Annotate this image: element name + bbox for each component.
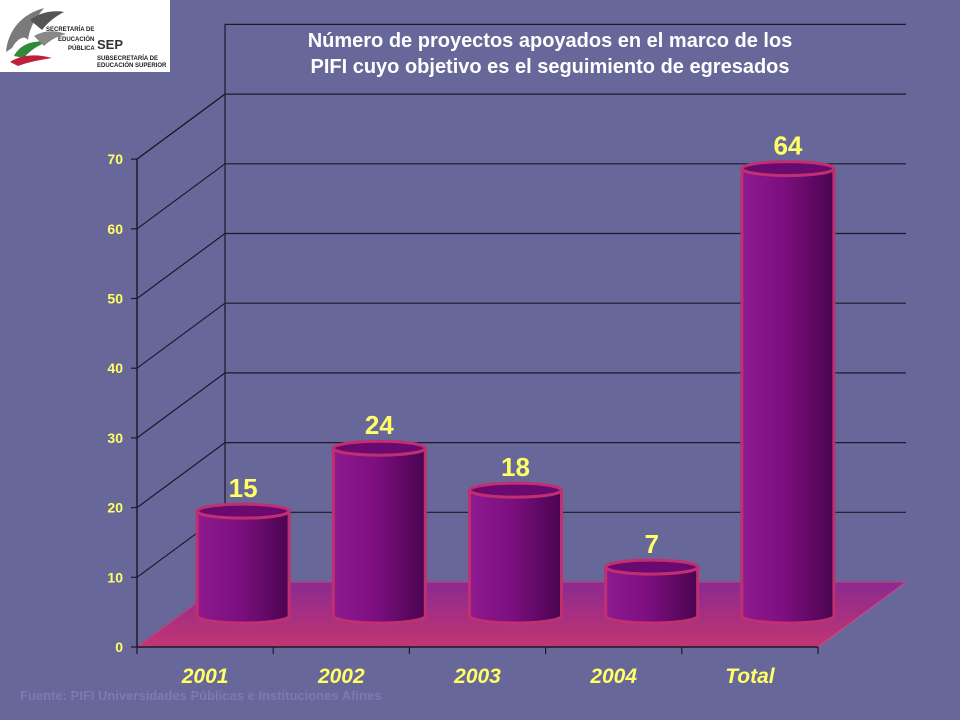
bar-Total xyxy=(740,160,836,625)
bar-top xyxy=(604,558,700,576)
bar-2004 xyxy=(604,558,700,625)
y-tick-label: 70 xyxy=(107,151,123,167)
labels: 15 2001 24 2002 18 2003 7 2004 64 Total xyxy=(181,131,803,688)
logo-line2: EDUCACIÓN xyxy=(58,37,95,43)
grid-diagonal xyxy=(136,233,226,299)
logo-sep: SEP xyxy=(97,37,124,52)
y-tick-label: 20 xyxy=(107,500,123,516)
axes: 0 10 20 30 40 50 60 70 xyxy=(107,151,819,655)
chart-title: Número de proyectos apoyados en el marco… xyxy=(200,28,900,80)
y-tick-label: 50 xyxy=(107,291,123,307)
value-label: 15 xyxy=(229,473,258,503)
title-line-1: Número de proyectos apoyados en el marco… xyxy=(307,30,793,52)
bar-top xyxy=(195,502,291,520)
grid-diagonal xyxy=(136,372,226,439)
logo-sub2: EDUCACIÓN SUPERIOR xyxy=(97,63,167,69)
x-tick-label: 2001 xyxy=(181,665,229,688)
source-note: Fuente: PIFI Universidades Públicas e In… xyxy=(20,688,382,703)
eagle-emblem-icon xyxy=(6,8,66,66)
y-tick-label: 60 xyxy=(107,221,123,237)
bar-body xyxy=(331,446,427,625)
y-tick-label: 0 xyxy=(115,639,123,655)
bars xyxy=(195,160,836,625)
logo-line1: SECRETARÍA DE xyxy=(46,27,95,33)
x-tick-label: 2004 xyxy=(589,665,637,688)
bar-2003 xyxy=(468,481,563,625)
logo-line3: PÚBLICA xyxy=(68,46,95,52)
logo-sub1: SUBSECRETARÍA DE xyxy=(97,56,159,62)
bar-top xyxy=(468,481,563,499)
y-tick-label: 30 xyxy=(107,430,123,446)
x-tick-label: 2002 xyxy=(317,665,365,688)
x-tick-label: Total xyxy=(725,665,776,688)
value-label: 18 xyxy=(501,452,530,482)
x-tick-label: 2003 xyxy=(453,665,501,688)
bar-body xyxy=(740,167,836,625)
y-tick-label: 10 xyxy=(107,569,123,585)
grid-diagonal xyxy=(136,163,226,230)
bar-top xyxy=(740,160,836,178)
grid-diagonal xyxy=(136,442,226,509)
value-label: 64 xyxy=(773,131,802,161)
y-tick-label: 40 xyxy=(107,360,123,376)
bar-2002 xyxy=(331,439,427,625)
bar-top xyxy=(331,439,427,457)
grid-diagonal xyxy=(136,302,226,369)
grid-diagonal xyxy=(136,93,226,160)
bar-body xyxy=(468,488,563,625)
logo: SECRETARÍA DE EDUCACIÓN PÚBLICA SEP SUBS… xyxy=(0,0,170,72)
value-label: 24 xyxy=(365,410,394,440)
bar-2001 xyxy=(195,502,291,625)
bar-body xyxy=(195,509,291,625)
bar-body xyxy=(604,565,700,625)
value-label: 7 xyxy=(644,529,658,559)
title-line-2: PIFI cuyo objetivo es el seguimiento de … xyxy=(310,56,790,78)
